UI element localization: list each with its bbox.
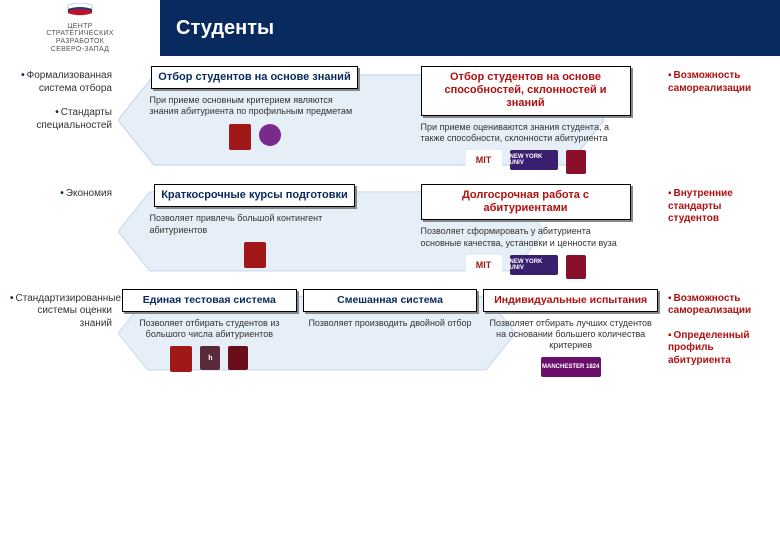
university-logos: MIT NEW YORK UNIV: [466, 255, 586, 279]
middle-area: Краткосрочные курсы подготовки Позволяет …: [118, 184, 662, 279]
left-label: Экономия: [10, 188, 112, 201]
header: ЦЕНТР СТРАТЕГИЧЕСКИХ РАЗРАБОТОК СЕВЕРО-З…: [0, 0, 780, 56]
nyu-logo-icon: NEW YORK UNIV: [510, 150, 558, 170]
comparison-row: Стандартизированные системы оценки знани…: [8, 289, 772, 384]
card-column: Долгосрочная работа с абитуриентами Позво…: [393, 184, 658, 279]
right-labels: Возможность самореализации Определенный п…: [662, 289, 772, 384]
mit-logo-icon: MIT: [466, 255, 502, 275]
content: Формализованная система отбора Стандарты …: [0, 56, 780, 403]
logo-line: СЕВЕРО-ЗАПАД: [51, 46, 109, 53]
card-title: Отбор студентов на основе способностей, …: [421, 66, 631, 116]
card-description: Позволяет отбирать студентов из большого…: [122, 318, 297, 341]
right-label: Определенный профиль абитуриента: [668, 330, 770, 368]
card-column: Краткосрочные курсы подготовки Позволяет …: [122, 184, 387, 279]
university-logos: h: [170, 346, 248, 372]
nyu-logo-icon: NEW YORK UNIV: [510, 255, 558, 275]
cards-layer: Краткосрочные курсы подготовки Позволяет …: [118, 184, 662, 279]
mit-logo-icon: MIT: [466, 150, 502, 170]
penn-logo-icon: [566, 255, 586, 279]
msu-logo-icon: [244, 242, 266, 268]
msu-logo-icon: [229, 124, 251, 150]
misc-logo-icon: [259, 124, 281, 146]
right-labels: Внутренние стандарты студентов: [662, 184, 772, 242]
card-description: При приеме основным критерием являются з…: [150, 95, 360, 118]
left-label: Стандартизированные системы оценки знани…: [10, 293, 112, 331]
card-title: Индивидуальные испытания: [483, 289, 658, 312]
comparison-row: Формализованная система отбора Стандарты …: [8, 66, 772, 174]
card-description: Позволяет сформировать у абитуриента осн…: [421, 226, 631, 249]
card-description: Позволяет производить двойной отбор: [308, 318, 471, 329]
card-title: Единая тестовая система: [122, 289, 297, 312]
right-labels: Возможность самореализации: [662, 66, 772, 111]
penn-logo-icon: [566, 150, 586, 174]
university-logos: [229, 124, 281, 150]
logo-line: ЦЕНТР: [67, 23, 92, 30]
card-column: Отбор студентов на основе знаний При прие…: [122, 66, 387, 174]
left-labels: Экономия: [8, 184, 118, 217]
middle-area: Отбор студентов на основе знаний При прие…: [118, 66, 662, 174]
flag-icon: [66, 3, 94, 21]
spbu-logo-icon: [228, 346, 248, 370]
left-label: Формализованная система отбора: [10, 70, 112, 95]
card-title: Краткосрочные курсы подготовки: [154, 184, 355, 207]
right-label: Внутренние стандарты студентов: [668, 188, 770, 226]
logo-line: РАЗРАБОТОК: [56, 38, 104, 45]
university-logos: MIT NEW YORK UNIV: [466, 150, 586, 174]
card-title: Долгосрочная работа с абитуриентами: [421, 184, 631, 220]
left-labels: Стандартизированные системы оценки знани…: [8, 289, 118, 347]
card-title: Отбор студентов на основе знаний: [151, 66, 357, 89]
left-label: Стандарты специальностей: [10, 107, 112, 132]
right-label: Возможность самореализации: [668, 293, 770, 318]
middle-area: Единая тестовая система Позволяет отбират…: [118, 289, 662, 377]
card-column: Единая тестовая система Позволяет отбират…: [122, 289, 297, 377]
hse-logo-icon: h: [200, 346, 220, 370]
card-column: Отбор студентов на основе способностей, …: [393, 66, 658, 174]
page-title: Студенты: [160, 0, 780, 56]
manchester-logo-icon: MANCHESTER 1824: [541, 357, 601, 377]
card-column: Смешанная система Позволяет производить д…: [303, 289, 478, 377]
card-description: Позволяет привлечь большой контингент аб…: [150, 213, 360, 236]
cards-layer: Единая тестовая система Позволяет отбират…: [118, 289, 662, 377]
msu-logo-icon: [170, 346, 192, 372]
logo-line: СТРАТЕГИЧЕСКИХ: [46, 30, 114, 37]
university-logos: MANCHESTER 1824: [541, 357, 601, 377]
card-description: При приеме оцениваются знания студента, …: [421, 122, 631, 145]
comparison-row: Экономия Краткосрочные курсы подготовки По…: [8, 184, 772, 279]
university-logos: [244, 242, 266, 268]
card-column: Индивидуальные испытания Позволяет отбира…: [483, 289, 658, 377]
cards-layer: Отбор студентов на основе знаний При прие…: [118, 66, 662, 174]
right-label: Возможность самореализации: [668, 70, 770, 95]
org-logo: ЦЕНТР СТРАТЕГИЧЕСКИХ РАЗРАБОТОК СЕВЕРО-З…: [0, 0, 160, 56]
left-labels: Формализованная система отбора Стандарты …: [8, 66, 118, 148]
card-description: Позволяет отбирать лучших студентов на о…: [483, 318, 658, 352]
card-title: Смешанная система: [303, 289, 478, 312]
